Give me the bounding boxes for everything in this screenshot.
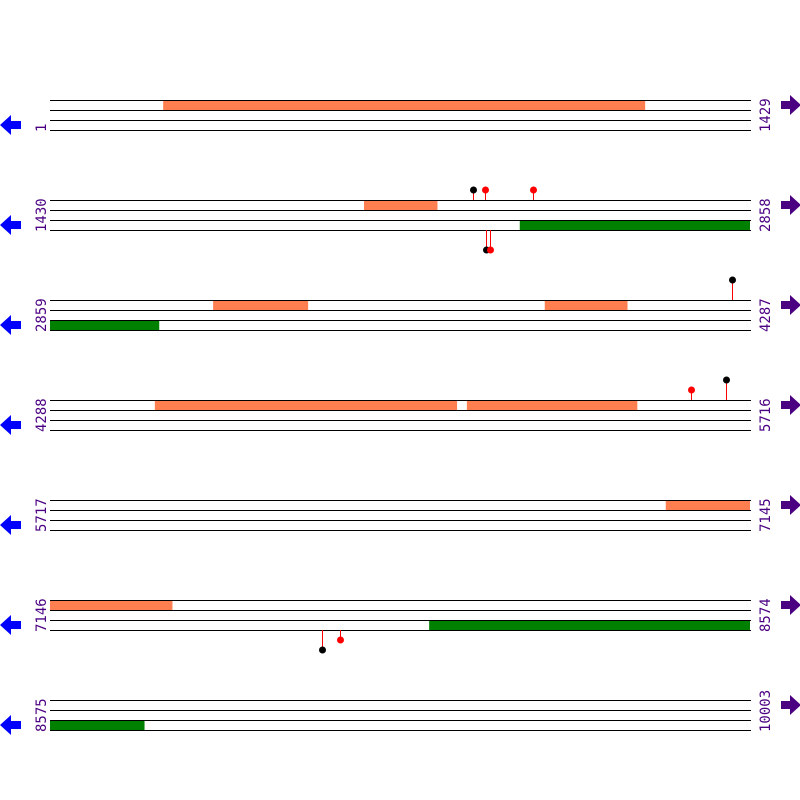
arrow-left-icon[interactable]	[0, 215, 21, 235]
row-end-label: 1429	[758, 98, 774, 132]
arrow-right-icon[interactable]	[781, 395, 800, 415]
row-start-label: 7146	[34, 598, 50, 632]
marker-red[interactable]	[688, 386, 695, 394]
forward-feature[interactable]	[213, 300, 309, 310]
row-start-label: 1	[34, 124, 50, 132]
row-end-label: 5716	[758, 398, 774, 432]
arrow-left-icon[interactable]	[0, 515, 21, 535]
row-end-label: 10003	[758, 690, 774, 732]
forward-feature[interactable]	[363, 200, 438, 210]
row-end-label: 2858	[758, 198, 774, 232]
forward-feature[interactable]	[50, 600, 173, 610]
reverse-feature[interactable]	[50, 320, 160, 330]
arrow-left-icon[interactable]	[0, 315, 21, 335]
row-start-label: 1430	[34, 198, 50, 232]
forward-feature[interactable]	[665, 500, 750, 510]
marker-red[interactable]	[337, 636, 344, 644]
marker-black[interactable]	[729, 276, 736, 284]
row-end-label: 4287	[758, 298, 774, 332]
map-row: 1 1429	[0, 95, 800, 135]
arrow-right-icon[interactable]	[781, 195, 800, 215]
marker-black[interactable]	[723, 376, 730, 384]
arrow-right-icon[interactable]	[781, 495, 800, 515]
marker-black[interactable]	[470, 186, 477, 194]
arrow-right-icon[interactable]	[781, 695, 800, 715]
map-row: 8575 10003	[0, 690, 800, 735]
map-row: 1430 2858	[0, 186, 800, 254]
row-end-label: 7145	[758, 498, 774, 532]
arrow-left-icon[interactable]	[0, 615, 21, 635]
map-row: 4288 5716	[0, 376, 800, 435]
marker-red[interactable]	[487, 246, 494, 254]
arrow-right-icon[interactable]	[781, 95, 800, 115]
marker-red[interactable]	[530, 186, 537, 194]
row-start-label: 4288	[34, 398, 50, 432]
row-start-label: 2859	[34, 298, 50, 332]
reverse-feature[interactable]	[519, 220, 750, 230]
reverse-feature[interactable]	[50, 720, 145, 730]
map-row: 2859 4287	[0, 276, 800, 335]
arrow-left-icon[interactable]	[0, 715, 21, 735]
forward-feature[interactable]	[466, 400, 638, 410]
marker-black[interactable]	[319, 646, 326, 654]
reverse-feature[interactable]	[429, 620, 750, 630]
row-start-label: 8575	[34, 698, 50, 732]
marker-red[interactable]	[482, 186, 489, 194]
map-row: 7146 8574	[0, 595, 800, 654]
map-row: 5717 7145	[0, 495, 800, 535]
forward-feature[interactable]	[544, 300, 628, 310]
row-start-label: 5717	[34, 498, 50, 532]
row-end-label: 8574	[758, 598, 774, 632]
arrow-right-icon[interactable]	[781, 295, 800, 315]
arrow-left-icon[interactable]	[0, 415, 21, 435]
forward-feature[interactable]	[154, 400, 458, 410]
forward-feature[interactable]	[163, 100, 646, 110]
arrow-right-icon[interactable]	[781, 595, 800, 615]
arrow-left-icon[interactable]	[0, 115, 21, 135]
